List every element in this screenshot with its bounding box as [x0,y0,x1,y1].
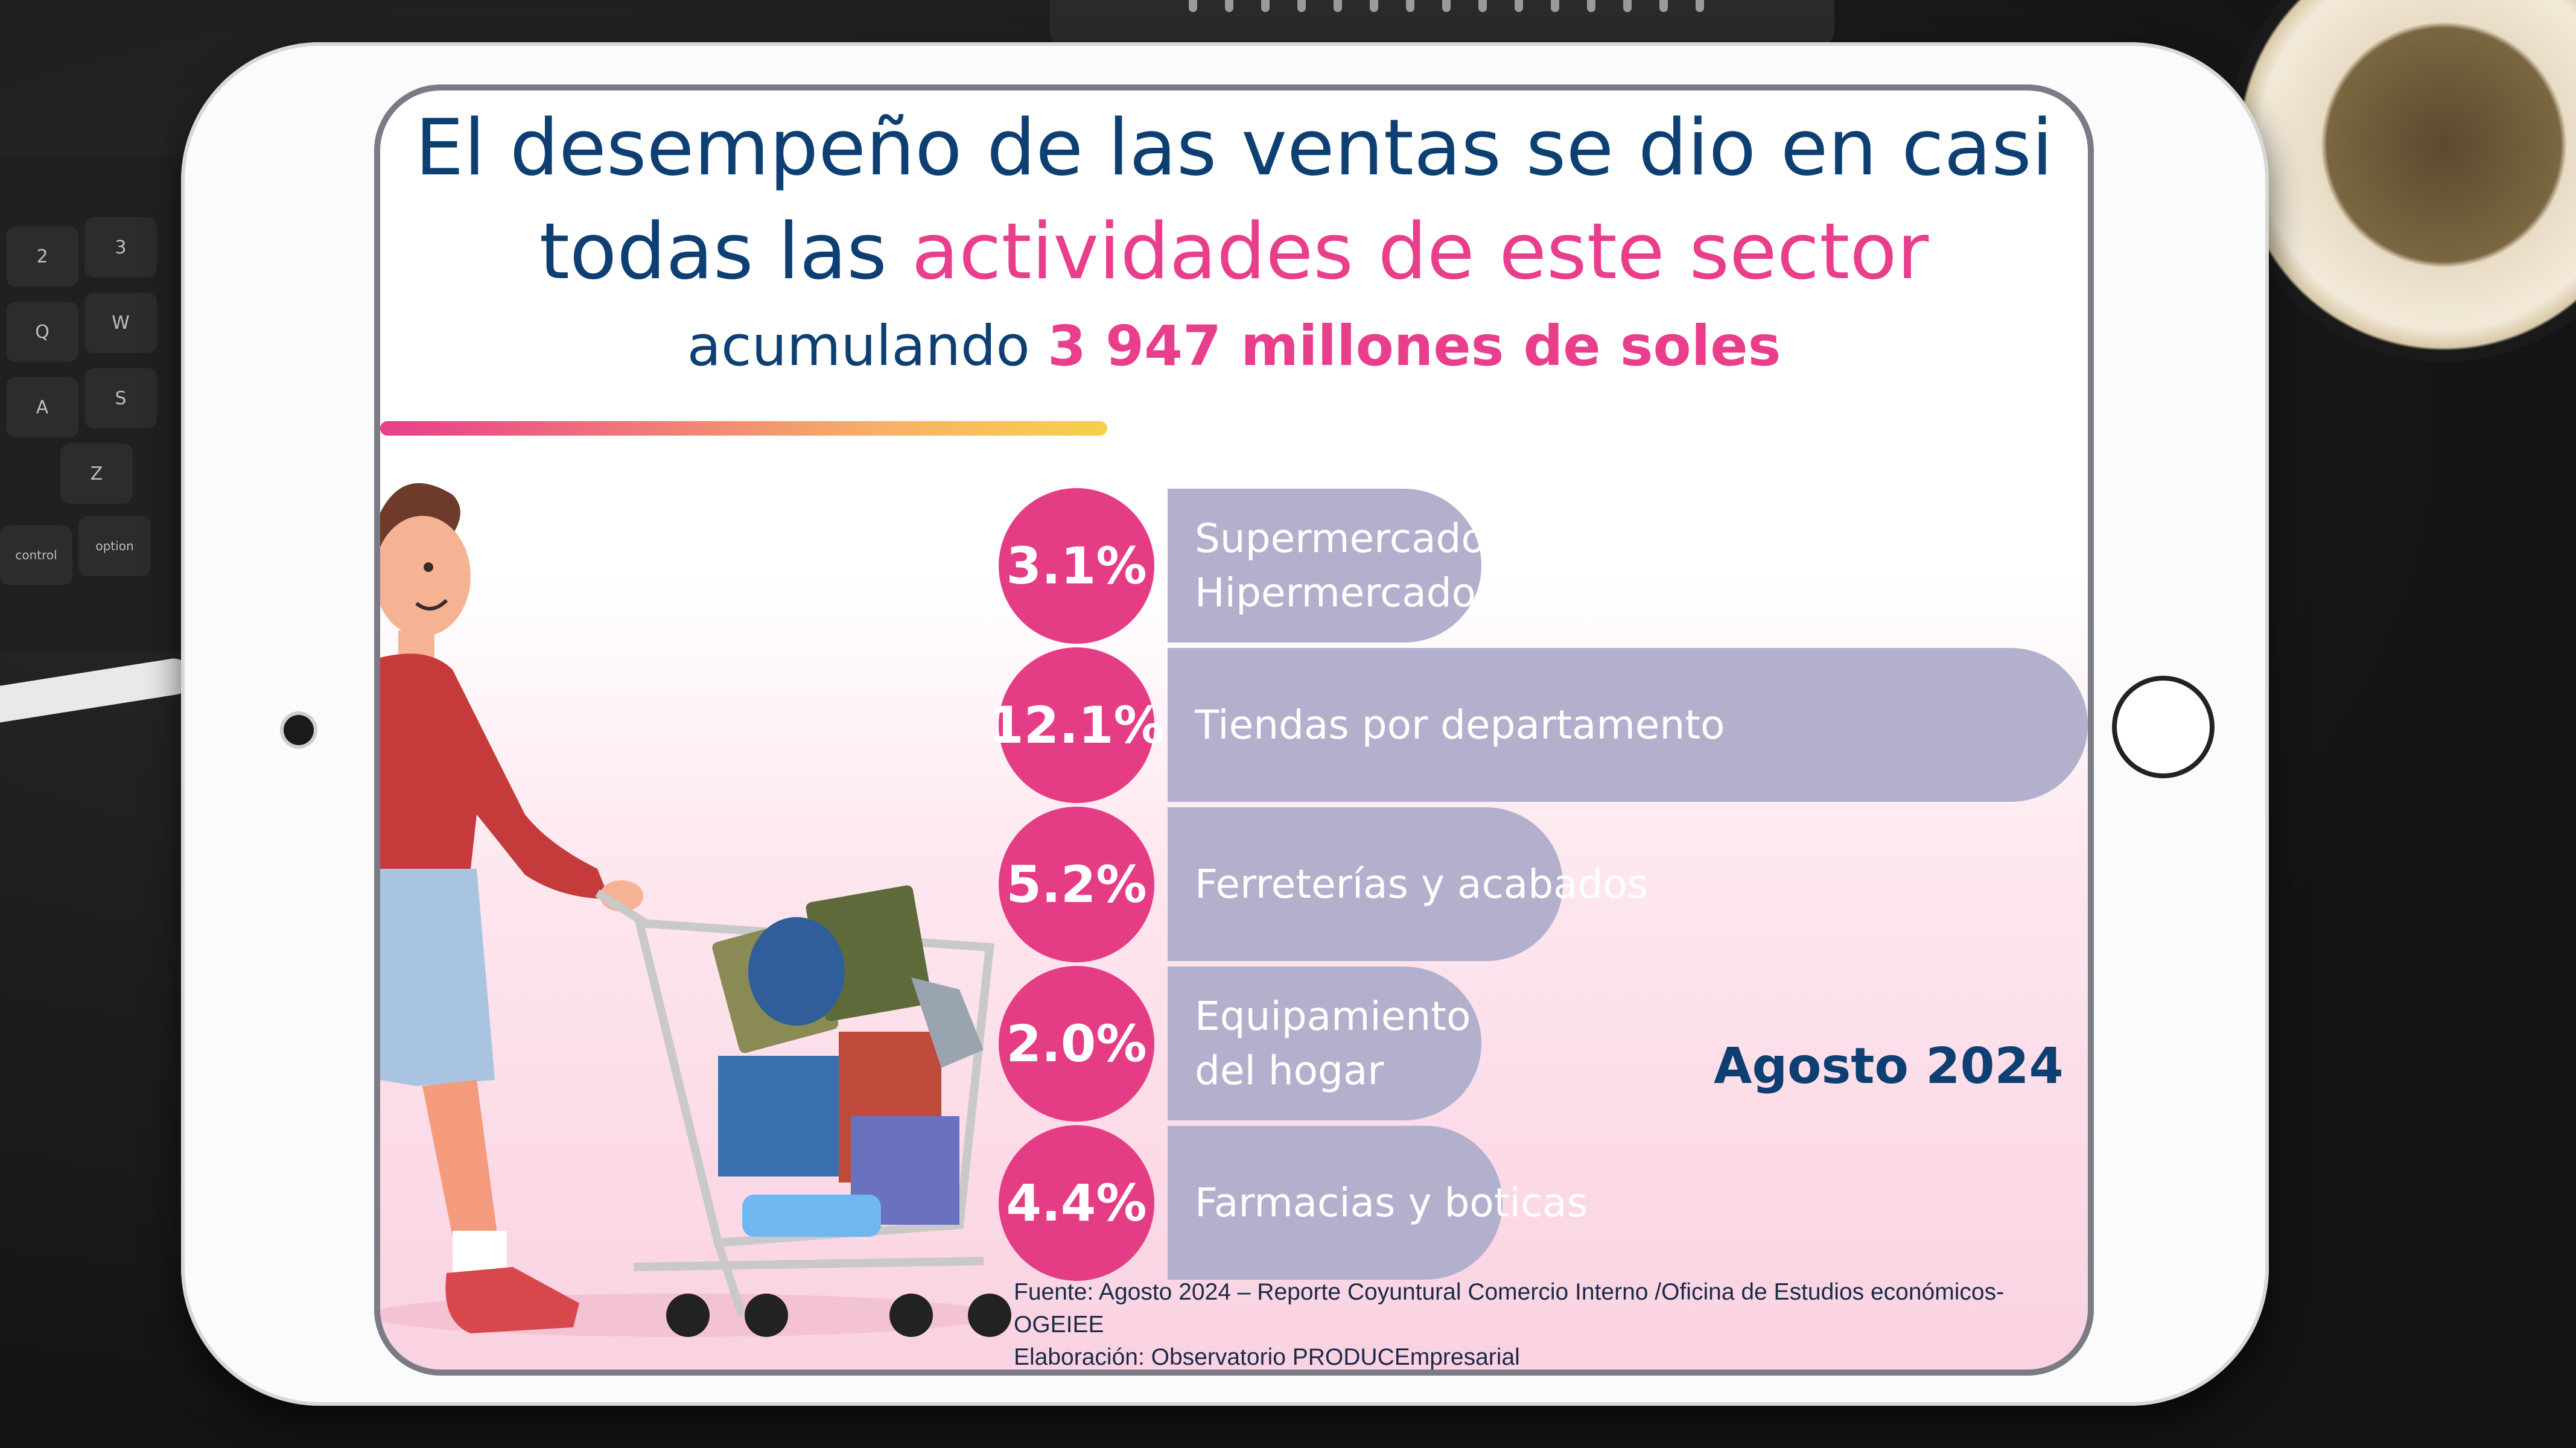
torso-shape [380,653,609,899]
product-can [748,917,845,1026]
key-z: Z [60,443,133,504]
bar-3 [1168,807,1563,961]
spiral-ring [1696,0,1704,12]
tablet-camera [284,715,314,745]
spiral-ring [1189,0,1197,12]
face-shape [380,516,471,637]
bar-label-line: Farmacias y boticas [1195,1179,1588,1226]
cart-base [633,1257,984,1271]
key-w: W [84,293,157,353]
product-bottle [911,977,984,1068]
cart-handle [595,889,648,927]
spiral-ring [1623,0,1632,12]
tablet-home-button[interactable] [2112,676,2215,778]
spiral-ring [1406,0,1414,12]
infographic-screen: El desempeño de las ventas se dio en cas… [374,84,2094,1376]
value-badge-2: 12.1% [988,647,1165,803]
sock-shape [453,1231,507,1273]
leg-shape [422,1080,501,1267]
smile-shape [415,599,448,611]
page-title: El desempeño de las ventas se dio en cas… [380,97,2088,304]
key-3: 3 [84,217,157,278]
spiral-ring [1370,0,1378,12]
value-badge-1: 3.1% [999,487,1154,644]
shopper-illustration [380,483,1011,1337]
bar-2 [1168,648,2088,802]
key-option: option [78,516,151,576]
page-subtitle: acumulando 3 947 millones de soles [380,314,2088,378]
spiral-ring [1551,0,1559,12]
spiral-ring [1442,0,1451,12]
bar-label-3: Ferreterías y acabados [1195,857,1648,912]
key-2: 2 [6,226,78,287]
bar-label-line: Ferreterías y acabados [1195,860,1649,907]
subtitle-total: 3 947 millones de soles [1047,314,1781,378]
bar-5 [1168,1126,1503,1280]
key-a: A [6,377,78,437]
bar-label-line: Hipermercados [1195,569,1497,616]
product-water-bottle [742,1195,881,1237]
bar-label-line: Equipamiento [1195,992,1471,1040]
spiral-ring [1478,0,1487,12]
source-footer: Fuente: Agosto 2024 – Reporte Coyuntural… [1014,1276,2088,1370]
credit-line: Elaboración: Observatorio PRODUCEmpresar… [1014,1344,1520,1370]
value-badge-4: 2.0% [999,965,1154,1122]
title-line-2-accent: actividades de este sector [911,207,1929,297]
title-line-2: todas las actividades de este sector [380,200,2088,304]
notebook-decoration [1050,0,1834,48]
period-label: Agosto 2024 [1714,1038,2064,1095]
keyboard-decoration: 2 3 Q W A S Z control option [0,157,193,652]
spiral-ring [1225,0,1233,12]
product-blue-box [718,1056,839,1176]
bar-label-1: Supermercados Hipermercados [1195,512,1506,620]
cart-wheel [745,1294,788,1337]
cart-wheel [889,1294,933,1337]
spiral-ring [1261,0,1270,12]
spiral-ring [1297,0,1306,12]
title-line-1: El desempeño de las ventas se dio en cas… [415,103,2053,193]
bar-label-2: Tiendas por departamento [1195,698,1725,752]
bar-1 [1168,489,1481,643]
cart-frame [714,1241,746,1317]
key-q: Q [6,302,78,362]
subtitle-pre: acumulando [687,314,1048,378]
title-line-2-pre: todas las [539,207,912,297]
gradient-divider [380,421,1107,436]
spiral-ring [1515,0,1523,12]
bar-label-4: Equipamiento del hogar [1195,989,1471,1098]
value-badge-3: 5.2% [999,806,1154,962]
source-line: Fuente: Agosto 2024 – Reporte Coyuntural… [1014,1279,2005,1338]
spiral-ring [1659,0,1668,12]
spiral-ring [1587,0,1595,12]
spiral-ring [1334,0,1342,12]
eye-shape [424,562,433,572]
shorts-shape [380,869,495,1086]
bar-label-line: del hogar [1195,1047,1384,1094]
shoe-shape [445,1267,579,1333]
bar-4 [1168,967,1481,1120]
bar-label-line: Tiendas por departamento [1195,701,1725,748]
value-badge-5: 4.4% [999,1125,1154,1281]
cart-wheel [968,1294,1011,1337]
bar-label-line: Supermercados [1195,515,1507,562]
key-control: control [0,525,72,585]
bar-label-5: Farmacias y boticas [1195,1176,1588,1230]
cart-wheel [666,1294,710,1337]
key-s: S [84,368,157,428]
